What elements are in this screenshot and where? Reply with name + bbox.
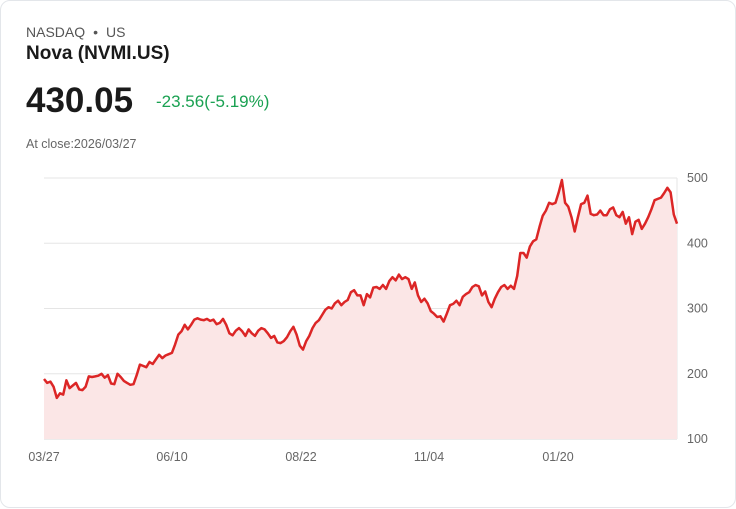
price-change: -23.56(-5.19%) (156, 92, 270, 111)
y-tick-label: 300 (687, 302, 708, 316)
price-line (43, 178, 679, 400)
y-tick-label: 400 (687, 236, 708, 250)
x-tick-label: 06/10 (156, 450, 187, 464)
x-tick-label: 11/04 (414, 450, 444, 464)
separator: • (93, 24, 99, 40)
stock-price: 430.05 (26, 81, 134, 120)
stock-name: Nova (NVMI.US) (26, 43, 170, 64)
y-tick-label: 500 (687, 171, 708, 185)
close-time: At close:2026/03/27 (26, 137, 137, 151)
x-tick-label: 03/27 (28, 450, 59, 464)
x-tick-label: 01/20 (542, 450, 573, 464)
y-tick-label: 100 (687, 432, 708, 446)
price-area (44, 180, 677, 439)
x-tick-label: 08/22 (285, 450, 316, 464)
exchange-info: NASDAQ • US (26, 24, 125, 40)
exchange: NASDAQ (26, 24, 86, 40)
market: US (106, 24, 126, 40)
y-tick-label: 200 (687, 367, 708, 381)
